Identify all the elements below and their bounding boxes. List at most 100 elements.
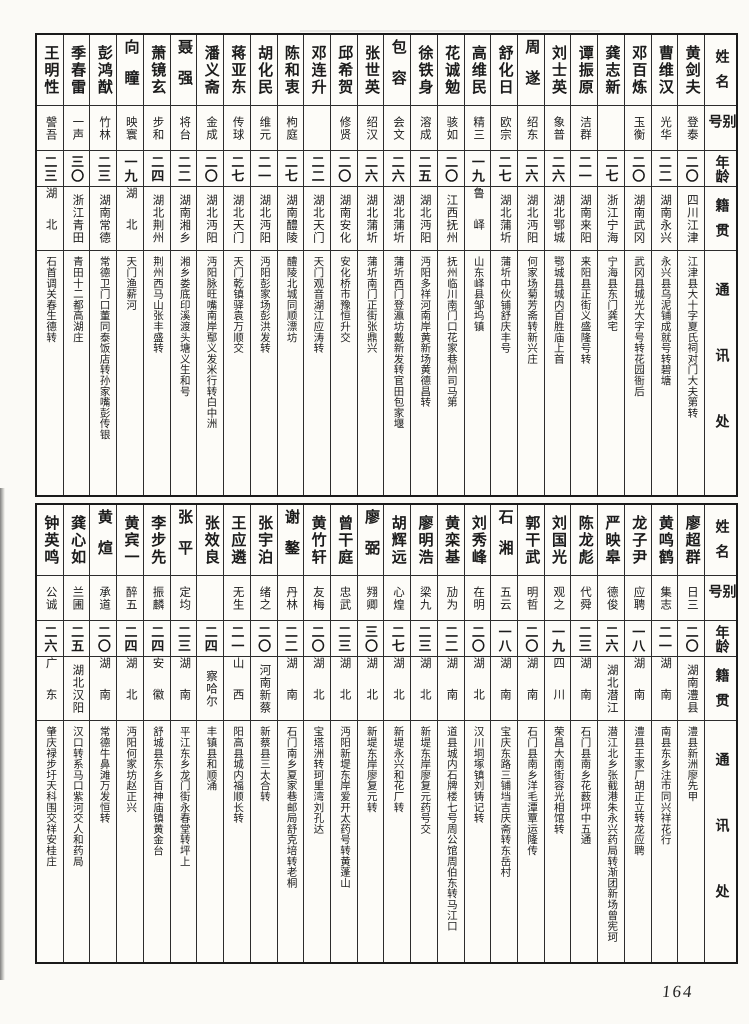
header-cell-alias-text: 别号	[706, 114, 736, 139]
age-cell: 二七	[598, 150, 624, 186]
name-cell-text: 钟英鸣	[42, 514, 59, 566]
age-cell: 二六	[384, 150, 411, 186]
name-cell-text: 季春雷	[69, 44, 86, 96]
native-cell-text: 湖南醴陵	[285, 193, 298, 244]
alias-cell-text: 骇如	[445, 115, 458, 141]
name-cell: 邓连升	[304, 35, 330, 105]
name-cell: 邓百炼	[625, 35, 651, 105]
age-cell-text: 三〇	[69, 154, 85, 183]
alias-cell-text: 维元	[258, 115, 271, 141]
contact-cell-text: 阳高县城内福顺长转	[232, 726, 244, 824]
contact-cell-text: 天门渔薪河	[125, 256, 137, 310]
contact-cell: 南县东乡注市同兴祥花行	[651, 720, 678, 962]
name-cell-text: 黄竹轩	[309, 514, 326, 566]
age-cell: 一九	[464, 150, 491, 186]
name-cell-text: 胡化民	[256, 44, 273, 96]
contact-cell-text: 天门观音湖江应涛转	[312, 256, 324, 354]
name-cell: 花诚勉	[438, 35, 464, 105]
contact-cell: 抚州临川南门口花家巷州司马第	[437, 250, 464, 495]
native-cell: 湖南	[517, 656, 544, 720]
alias-cell: 公诚	[37, 575, 63, 620]
age-cell-text: 二三	[416, 624, 432, 653]
name-cell: 黄鸣鹤	[652, 505, 678, 575]
contact-cell: 肇庆禄步圩天科围交祥安桂庄	[37, 720, 63, 962]
native-cell: 江西抚州	[437, 186, 464, 250]
header-cell-age: 年龄	[705, 150, 736, 186]
alias-cell: 枸庭	[277, 105, 304, 150]
name-cell: 廖超群	[678, 505, 704, 575]
native-cell: 湖北汉阳	[63, 656, 90, 720]
name-cell-text: 谢鏊	[282, 509, 299, 571]
age-cell: 一八	[624, 620, 651, 656]
native-cell: 湖南	[624, 656, 651, 720]
contact-cell: 永兴县乌泥铺成就号转碧塘	[651, 250, 678, 495]
contact-cell: 醴陵北城同顺漂坊	[277, 250, 304, 495]
scan-edge-artifact	[0, 488, 5, 980]
native-cell: 湖北	[384, 656, 411, 720]
age-cell-text: 二六	[363, 154, 379, 183]
alias-cell-text: 五云	[498, 585, 511, 611]
header-cell-native-text: 籍贯	[713, 197, 729, 248]
alias-cell: 翙卿	[357, 575, 384, 620]
contact-cell-text: 抚州临川南门口花家巷州司马第	[445, 256, 457, 408]
alias-cell-text: 无生	[231, 585, 244, 611]
alias-cell-text: 劢为	[445, 585, 458, 611]
age-cell-text: 二六	[523, 154, 539, 183]
contact-cell: 澧县王家厂胡正立转龙应聘	[624, 720, 651, 962]
native-cell: 湖北潜江	[598, 656, 624, 720]
age-cell-text: 二七	[229, 154, 245, 183]
contact-cell: 平江东乡龙门街永春堂转坪上	[170, 720, 197, 962]
alias-cell-text: 謦吾	[44, 115, 57, 141]
alias-cell-text: 应聘	[632, 585, 645, 611]
contact-cell: 天门渔薪河	[117, 250, 143, 495]
age-cell-text: 二六	[42, 624, 58, 653]
person-column: 黄煊 承道 二〇 湖南 常德牛鼻滩万发恒转	[89, 505, 117, 962]
alias-cell: 登泰	[678, 105, 704, 150]
age-cell: 二六	[37, 620, 63, 656]
age-cell-text: 二二	[309, 154, 325, 183]
contact-cell-text: 常德牛鼻滩万发恒转	[98, 726, 110, 824]
age-cell-text: 一八	[630, 624, 646, 653]
native-cell-text: 湖南	[178, 657, 191, 720]
age-cell-text: 二三	[95, 154, 111, 183]
age-cell: 二一	[571, 150, 598, 186]
name-cell-text: 廖明浩	[416, 514, 433, 566]
age-cell: 二二	[170, 150, 197, 186]
alias-cell: 謦吾	[37, 105, 63, 150]
name-cell: 黄剑夫	[678, 35, 704, 105]
alias-cell-text: 明哲	[525, 585, 538, 611]
age-cell-text: 二七	[496, 154, 512, 183]
header-cell-native: 籍贯	[705, 186, 736, 250]
alias-cell	[598, 105, 624, 150]
native-cell-text: 湖南武冈	[632, 193, 645, 244]
age-cell-text: 二〇	[309, 624, 325, 653]
alias-cell: 一声	[63, 105, 90, 150]
native-cell-text: 湖北	[124, 187, 137, 250]
contact-cell: 江津县大十字夏氏祠对门大夫第转	[678, 250, 704, 495]
alias-cell: 忠武	[330, 575, 357, 620]
header-cell-alias: 别号	[705, 575, 736, 620]
contact-cell-text: 道县城内石牌楼七号周公馆周伯东转马江口	[445, 726, 457, 932]
age-cell: 二五	[63, 620, 90, 656]
age-cell-text: 二一	[256, 154, 272, 183]
age-cell-text: 二一	[229, 624, 245, 653]
name-cell: 李步先	[144, 505, 170, 575]
contact-cell-text: 宝庆东路三铺垱吉庆斋转东岳村	[499, 726, 511, 878]
contact-cell-text: 新堤东岸廖复元转	[365, 726, 377, 813]
alias-cell-text: 精三	[472, 115, 485, 141]
header-cell-name: 姓名	[705, 35, 736, 105]
age-cell: 二〇	[464, 620, 491, 656]
alias-cell: 光华	[651, 105, 678, 150]
name-cell-text: 曾干庭	[336, 514, 353, 566]
name-cell-text: 邓百炼	[630, 44, 647, 96]
person-column: 黄鸣鹤 集志 二一 湖南 南县东乡注市同兴祥花行	[650, 505, 678, 962]
contact-cell-text: 沔阳彭家场彭洪发转	[258, 256, 270, 354]
alias-cell: 梁九	[411, 575, 437, 620]
alias-cell-text: 梁九	[418, 585, 431, 611]
alias-cell-text: 兰圃	[71, 585, 84, 611]
contact-cell-text: 鄂城县城内百胜庙上首	[552, 256, 564, 364]
name-cell: 黄栾基	[438, 505, 464, 575]
alias-cell-text: 翙卿	[365, 585, 378, 611]
native-cell-text: 湖南常德	[98, 193, 111, 244]
alias-cell: 心煌	[384, 575, 411, 620]
